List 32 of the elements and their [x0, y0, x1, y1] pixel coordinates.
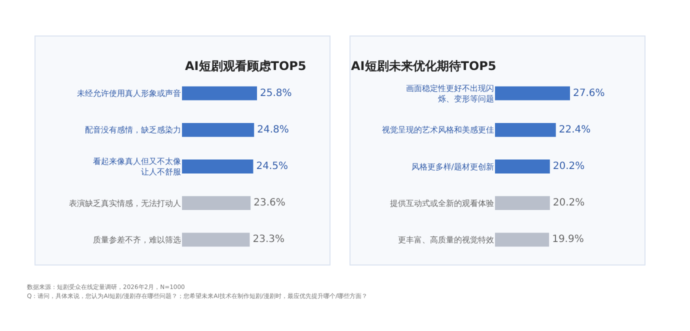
- bar: [182, 122, 254, 137]
- bar: [182, 86, 257, 100]
- bar: [182, 232, 250, 247]
- data-label: 22.4%: [558, 124, 591, 136]
- bar: [182, 160, 254, 174]
- data-label: 25.8%: [260, 88, 292, 99]
- y-tick-label: 提供互动式或全新的观看体验: [390, 198, 494, 208]
- data-label: 24.8%: [257, 124, 289, 136]
- y-tick-label: 表演缺乏真实情感，无法打动人: [69, 198, 181, 208]
- data-label: 23.6%: [254, 198, 286, 209]
- y-tick-label: 更丰富、高质量的视觉特效: [398, 236, 494, 244]
- data-label: 20.2%: [552, 198, 585, 209]
- y-tick-label: 配音没有感情，缺乏感染力: [85, 126, 181, 135]
- bar: [182, 196, 251, 210]
- y-tick-label: 视觉呈现的艺术风格和美感更佳: [382, 126, 494, 135]
- y-tick-label: 未经允许使用真人形象或声音: [77, 89, 181, 98]
- chart-title: AI短剧观看顾虑TOP5: [185, 59, 306, 73]
- bar: [495, 122, 556, 137]
- data-label: 20.2%: [552, 161, 585, 172]
- bar: [495, 196, 550, 210]
- y-tick-label: 画面稳定性更好不出现闪烁、变形等问题: [406, 84, 494, 104]
- data-label: 27.6%: [573, 88, 605, 99]
- chart-title: AI短剧未来优化期待TOP5: [351, 59, 496, 73]
- bar: [495, 86, 570, 100]
- bar: [495, 160, 550, 174]
- y-tick-label: 风格更多样/题材更创新: [411, 162, 494, 172]
- bar: [495, 232, 550, 247]
- data-label: 19.9%: [552, 234, 584, 246]
- y-tick-label: 质量参差不齐，难以筛选: [93, 236, 181, 244]
- data-label: 24.5%: [256, 161, 288, 172]
- y-tick-label: 看起来像真人但又不太像让人不舒服: [93, 157, 181, 176]
- data-label: 23.3%: [252, 234, 285, 246]
